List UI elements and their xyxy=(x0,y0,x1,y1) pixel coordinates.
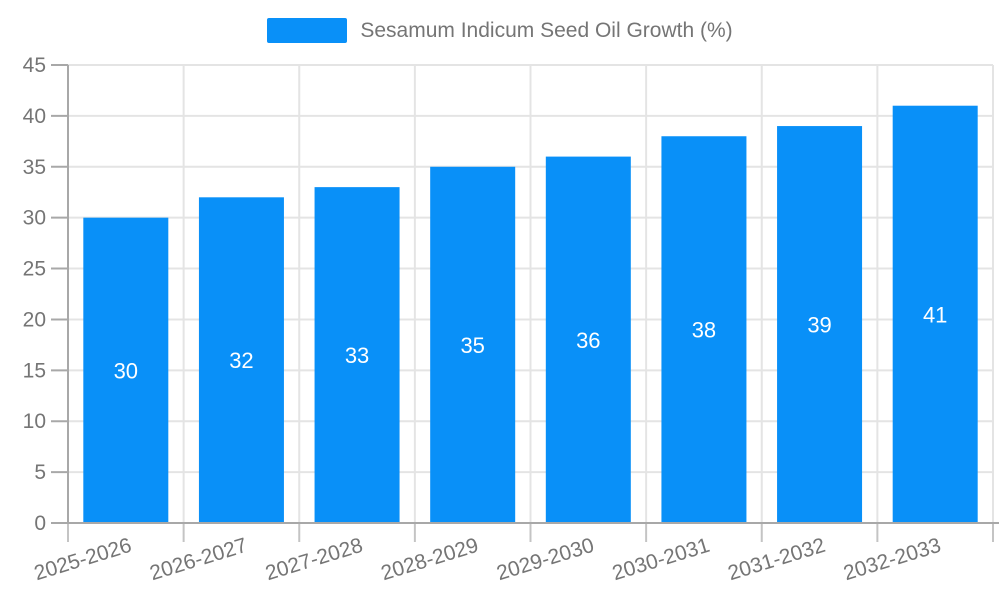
y-tick-label: 35 xyxy=(23,156,46,179)
bar-value-label: 33 xyxy=(345,343,369,368)
bar-value-label: 32 xyxy=(229,348,253,373)
bar[interactable] xyxy=(892,105,978,523)
x-tick-label: 2026-2027 xyxy=(147,534,250,585)
x-tick-label: 2025-2026 xyxy=(32,534,135,585)
y-tick-label: 40 xyxy=(23,105,46,128)
y-tick-label: 30 xyxy=(23,207,46,230)
y-tick-label: 25 xyxy=(23,258,46,281)
bar[interactable] xyxy=(777,126,863,524)
y-tick-label: 15 xyxy=(23,359,46,382)
bar-value-label: 36 xyxy=(576,328,600,353)
legend-label: Sesamum Indicum Seed Oil Growth (%) xyxy=(360,18,733,42)
bar-value-label: 39 xyxy=(807,313,831,338)
y-tick-label: 5 xyxy=(34,461,46,484)
bar[interactable] xyxy=(430,166,516,523)
x-tick-label: 2028-2029 xyxy=(378,534,481,585)
bar-value-label: 41 xyxy=(923,302,947,327)
bar[interactable] xyxy=(83,217,169,523)
bar-value-label: 30 xyxy=(114,358,138,383)
x-tick-label: 2030-2031 xyxy=(610,534,713,585)
bar[interactable] xyxy=(198,197,284,524)
y-tick-label: 20 xyxy=(23,308,46,331)
legend-item[interactable]: Sesamum Indicum Seed Oil Growth (%) xyxy=(0,17,1000,43)
y-tick-label: 10 xyxy=(23,410,46,433)
y-tick-label: 0 xyxy=(34,512,46,535)
x-tick-label: 2032-2033 xyxy=(841,534,944,585)
x-tick-label: 2031-2032 xyxy=(725,534,828,585)
bar-value-label: 38 xyxy=(692,318,716,343)
bar[interactable] xyxy=(314,187,400,523)
y-tick-label: 45 xyxy=(23,54,46,77)
x-tick-label: 2027-2028 xyxy=(263,534,366,585)
bar[interactable] xyxy=(661,136,747,523)
x-tick-label: 2029-2030 xyxy=(494,534,597,585)
bar-value-label: 35 xyxy=(460,333,484,358)
legend-swatch xyxy=(267,17,348,43)
bar[interactable] xyxy=(545,156,631,523)
